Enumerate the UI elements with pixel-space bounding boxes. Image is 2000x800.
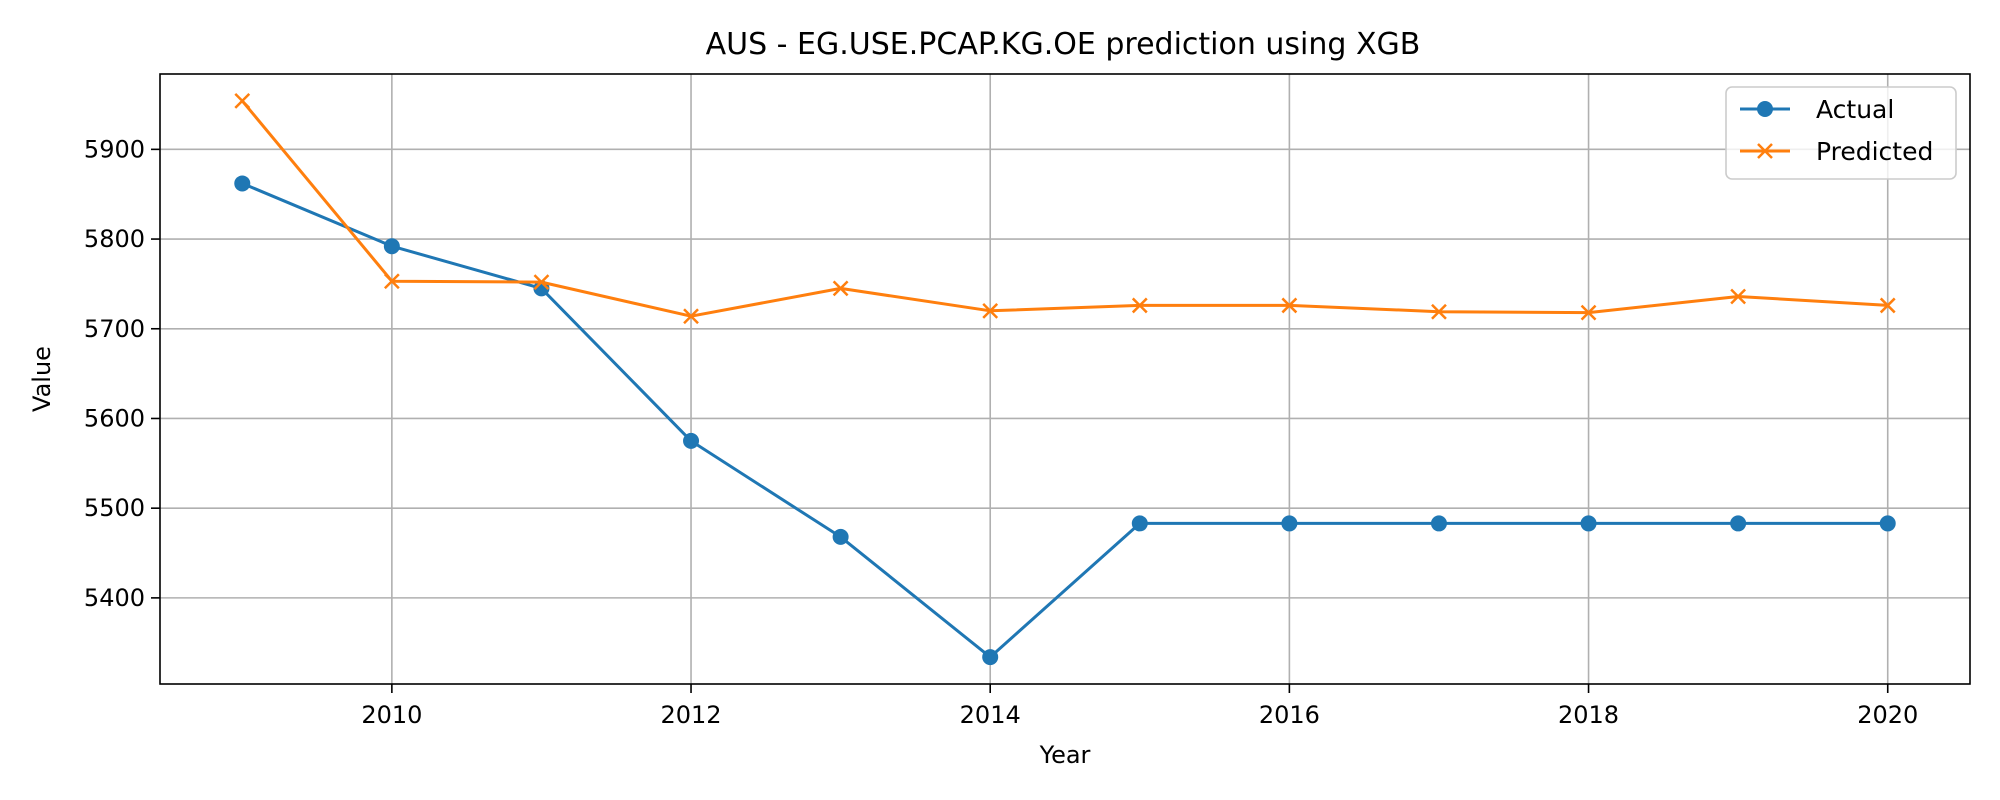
y-tick-label: 5700 bbox=[84, 315, 145, 343]
data-point-predicted bbox=[1879, 297, 1896, 314]
x-axis: 2010 2012 2014 2016 2018 2020 bbox=[361, 684, 1918, 729]
x-tick-label: 2018 bbox=[1558, 701, 1619, 729]
data-point-actual bbox=[1430, 515, 1447, 532]
legend: Actual Predicted bbox=[1725, 86, 1957, 180]
data-point-predicted bbox=[1131, 297, 1148, 314]
x-tick-label: 2020 bbox=[1857, 701, 1918, 729]
grid bbox=[160, 74, 1970, 684]
data-point-predicted bbox=[1730, 288, 1747, 305]
data-point-actual bbox=[1730, 515, 1747, 532]
x-tick-label: 2016 bbox=[1259, 701, 1320, 729]
data-point-actual bbox=[1879, 515, 1896, 532]
y-tick-label: 5900 bbox=[84, 135, 145, 163]
y-axis: 5400 5500 5600 5700 5800 5900 bbox=[84, 135, 160, 612]
data-point-actual bbox=[982, 649, 999, 666]
series-actual bbox=[234, 175, 1896, 666]
series-predicted bbox=[234, 93, 1896, 325]
data-point-predicted bbox=[982, 302, 999, 319]
data-point-predicted bbox=[383, 273, 400, 290]
data-point-actual bbox=[383, 238, 400, 255]
data-point-actual bbox=[683, 432, 700, 449]
y-tick-label: 5600 bbox=[84, 404, 145, 432]
legend-label-predicted: Predicted bbox=[1816, 137, 1933, 166]
data-point-predicted bbox=[683, 308, 699, 325]
y-axis-label: Value bbox=[28, 346, 56, 412]
legend-marker-actual bbox=[1757, 101, 1773, 117]
x-axis-label: Year bbox=[1039, 741, 1091, 769]
y-tick-label: 5400 bbox=[84, 584, 145, 612]
data-point-predicted bbox=[1580, 304, 1597, 321]
plot-frame bbox=[159, 73, 1971, 685]
data-point-actual bbox=[1580, 515, 1597, 532]
x-tick-label: 2014 bbox=[960, 701, 1021, 729]
y-tick-label: 5800 bbox=[84, 225, 145, 253]
data-point-actual bbox=[832, 528, 849, 545]
data-point-predicted bbox=[1281, 297, 1298, 314]
data-point-predicted bbox=[1431, 303, 1447, 320]
data-point-actual bbox=[1131, 515, 1148, 532]
chart-title: AUS - EG.USE.PCAP.KG.OE prediction using… bbox=[706, 27, 1421, 62]
data-point-predicted bbox=[234, 93, 251, 109]
data-point-actual bbox=[1281, 515, 1298, 532]
series-layer bbox=[234, 93, 1896, 666]
legend-label-actual: Actual bbox=[1816, 95, 1894, 124]
data-point-predicted bbox=[832, 280, 849, 297]
legend-marker-predicted bbox=[1757, 143, 1773, 159]
y-tick-label: 5500 bbox=[84, 494, 145, 522]
x-tick-label: 2012 bbox=[660, 701, 721, 729]
data-point-predicted bbox=[533, 274, 550, 291]
data-point-actual bbox=[234, 175, 251, 192]
series-line-actual bbox=[241, 182, 1888, 659]
series-line-predicted bbox=[241, 99, 1888, 318]
x-tick-label: 2010 bbox=[361, 701, 422, 729]
